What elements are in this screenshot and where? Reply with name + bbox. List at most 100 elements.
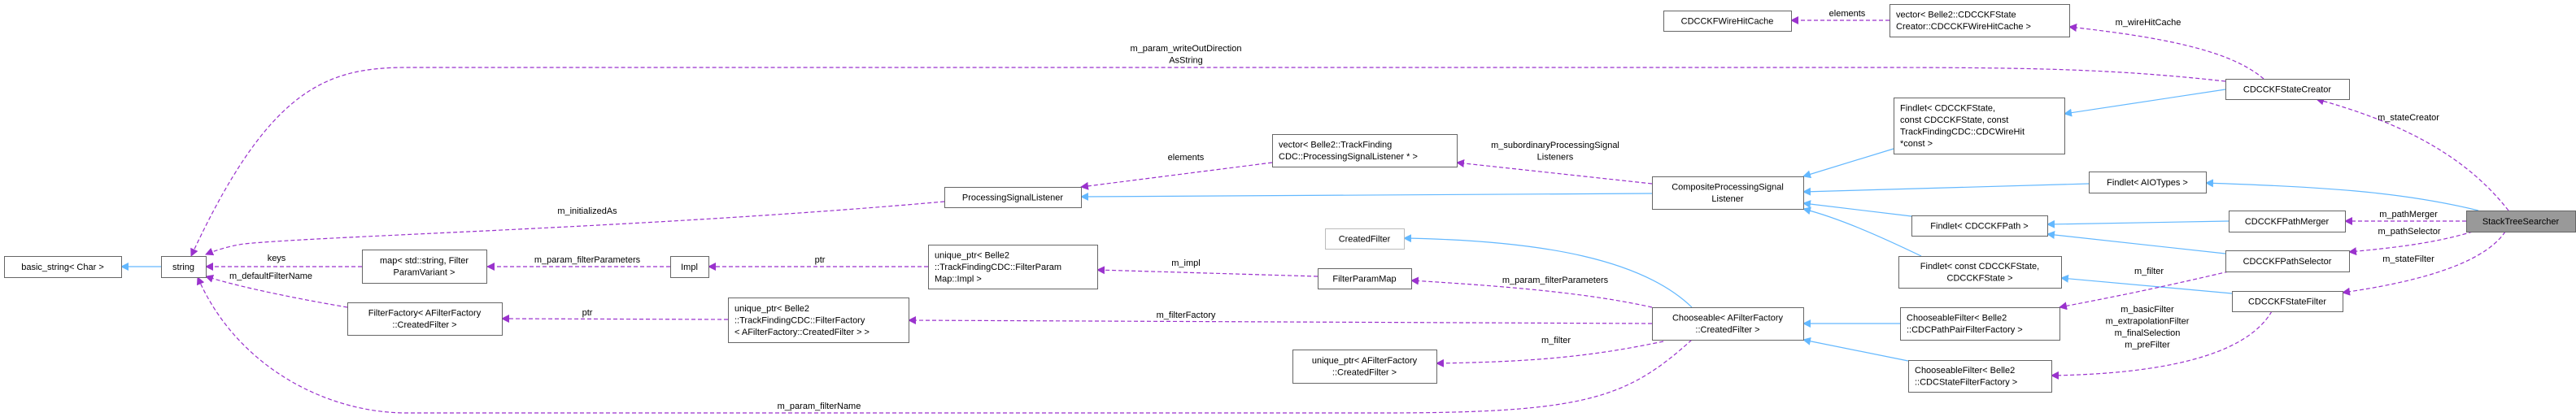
node-label: ProcessingSignalListener <box>962 193 1063 202</box>
node-label: unique_ptr< AFilterFactory <box>1312 356 1418 366</box>
node-label: vector< Belle2::CDCCKFState <box>1896 11 2016 20</box>
usage-edge-stacktreesearcher-to-pathselector: m_pathSelector <box>2348 227 2474 256</box>
node-box <box>2232 291 2343 312</box>
node-box <box>2225 79 2350 100</box>
class-node-wirehitcache[interactable]: CDCCKFWireHitCache <box>1663 11 1792 32</box>
node-label: Creator::CDCCKFWireHitCache > <box>1896 22 2031 32</box>
class-node-psl[interactable]: ProcessingSignalListener <box>944 187 1082 208</box>
edge-line <box>2060 274 2233 294</box>
edge-label: m_impl <box>1171 258 1200 268</box>
edge-line <box>205 274 348 308</box>
node-box <box>2089 172 2207 193</box>
class-node-statefilter[interactable]: CDCCKFStateFilter <box>2232 291 2343 312</box>
class-node-vec-wirehitcache[interactable]: vector< Belle2::CDCCKFStateCreator::CDCC… <box>1890 4 2070 37</box>
edge-line <box>2068 24 2264 80</box>
edge-label: m_stateCreator <box>2378 113 2439 123</box>
node-label: Findlet< CDCCKFState, <box>1900 104 1995 114</box>
class-node-string[interactable]: string <box>161 256 207 278</box>
node-box <box>2466 211 2576 232</box>
usage-edge-statefilter-to-cf_state: m_basicFilter m_extrapolationFilterm_fina… <box>2051 305 2273 380</box>
class-node-pathselector[interactable]: CDCCKFPathSelector <box>2225 250 2350 272</box>
edge-label: m_pathMerger <box>2379 210 2438 219</box>
class-node-vec-psl[interactable]: vector< Belle2::TrackFindingCDC::Process… <box>1272 134 1458 167</box>
node-box <box>1894 98 2065 154</box>
edge-line <box>2046 219 2229 228</box>
edge-label: AsString <box>1169 56 1203 66</box>
class-node-uptr-filterfactory[interactable]: unique_ptr< Belle2::TrackFindingCDC::Fil… <box>728 298 909 343</box>
edge-line <box>1456 159 1653 185</box>
edge-line <box>1802 337 1909 362</box>
edge-line <box>190 67 2226 257</box>
node-label: CDCCKFState > <box>1947 274 2013 284</box>
edge-label: Listeners <box>1537 153 1574 163</box>
edge-line <box>1080 192 1653 201</box>
node-label: map< std::string, Filter <box>380 256 469 266</box>
usage-edge-stacktreesearcher-to-statecreator: m_stateCreator <box>2316 97 2509 211</box>
node-label: CDCCKFPathSelector <box>2243 257 2332 267</box>
node-label: ChooseableFilter< Belle2 <box>1915 366 2015 376</box>
class-node-chooseable[interactable]: Chooseable< AFilterFactory::CreatedFilte… <box>1652 307 1804 341</box>
edge-line <box>908 316 1653 325</box>
node-box <box>1318 268 1412 289</box>
class-node-findlet-state[interactable]: Findlet< CDCCKFState,const CDCCKFState, … <box>1894 98 2065 154</box>
class-node-filterfactory[interactable]: FilterFactory< AFilterFactory::CreatedFi… <box>347 302 503 336</box>
edge-line <box>1080 162 1273 190</box>
node-box <box>2229 211 2346 232</box>
edge-line <box>2064 89 2226 117</box>
node-box <box>2225 250 2350 272</box>
class-node-findlet-aio[interactable]: Findlet< AIOTypes > <box>2089 172 2207 193</box>
node-box <box>161 256 207 278</box>
node-label: < AFilterFactory::CreatedFilter > > <box>734 328 870 337</box>
node-box <box>1325 228 1405 250</box>
class-node-findlet-conststate[interactable]: Findlet< const CDCCKFState, CDCCKFState > <box>1898 256 2062 289</box>
usage-edge-psl-to-string: m_initializedAs <box>205 201 945 256</box>
node-box <box>1652 307 1804 341</box>
node-label: StackTreeSearcher <box>2482 217 2560 227</box>
edge-label: m_defaultFilterName <box>229 271 312 281</box>
edge-label: m_pathSelector <box>2378 227 2440 237</box>
edge-label: m_wireHitCache <box>2116 18 2182 28</box>
class-node-uptr-impl[interactable]: unique_ptr< Belle2::TrackFindingCDC::Fil… <box>928 245 1098 289</box>
class-node-cf-pathpair[interactable]: ChooseableFilter< Belle2::CDCPathPairFil… <box>1900 307 2060 341</box>
node-label: FilterFactory< AFilterFactory <box>368 309 482 319</box>
node-box <box>928 245 1098 289</box>
node-label: unique_ptr< Belle2 <box>935 250 1009 260</box>
node-box <box>1900 307 2060 341</box>
usage-edge-filterparammap-to-uptr_impl: m_impl <box>1096 258 1319 277</box>
inheritance-edge-findlet_state-to-composite <box>1802 148 1894 179</box>
inheritance-edge-pathmerger-to-findlet_path <box>2046 219 2229 228</box>
node-label: Findlet< AIOTypes > <box>2107 178 2188 188</box>
class-node-createdfilter[interactable]: CreatedFilter <box>1325 228 1405 250</box>
edges-layer: keysm_defaultFilterNamem_initializedAsm_… <box>120 9 2509 414</box>
inheritance-edge-findlet_path-to-composite <box>1802 200 1912 217</box>
class-node-uptr-afilter[interactable]: unique_ptr< AFilterFactory::CreatedFilte… <box>1292 350 1437 384</box>
class-node-impl[interactable]: Impl <box>670 256 709 278</box>
class-node-cf-state[interactable]: ChooseableFilter< Belle2::CDCStateFilter… <box>1908 360 2052 393</box>
edge-line <box>196 276 1693 414</box>
node-label: CDCCKFWireHitCache <box>1681 16 1774 26</box>
edge-label: m_finalSelection <box>2115 328 2181 338</box>
class-node-basic-string[interactable]: basic_string< Char > <box>4 256 122 278</box>
class-node-statecreator[interactable]: CDCCKFStateCreator <box>2225 79 2350 100</box>
node-label: CompositeProcessingSignal <box>1672 183 1784 193</box>
class-node-findlet-path[interactable]: Findlet< CDCCKFPath > <box>1911 215 2048 237</box>
node-box <box>1292 350 1437 384</box>
class-node-pathmerger[interactable]: CDCCKFPathMerger <box>2229 211 2346 232</box>
node-label: Listener <box>1711 194 1743 204</box>
edge-label: m_subordinaryProcessingSignal <box>1491 141 1619 150</box>
edge-label: m_param_writeOutDirection <box>1131 44 1242 54</box>
node-box <box>1663 11 1792 32</box>
node-box <box>1911 215 2048 237</box>
edge-label: ptr <box>815 255 826 265</box>
inheritance-edge-composite-to-psl <box>1080 192 1653 201</box>
usage-edge-chooseable-to-filterparammap: m_param_filterParameters <box>1410 276 1653 308</box>
class-node-stacktreesearcher[interactable]: StackTreeSearcher <box>2466 211 2576 232</box>
edge-line <box>1096 266 1319 277</box>
edge-line <box>2046 231 2226 254</box>
edge-label: m_filter <box>1541 336 1571 345</box>
edge-line <box>2205 179 2479 211</box>
class-node-filterparammap[interactable]: FilterParamMap <box>1318 268 1412 289</box>
